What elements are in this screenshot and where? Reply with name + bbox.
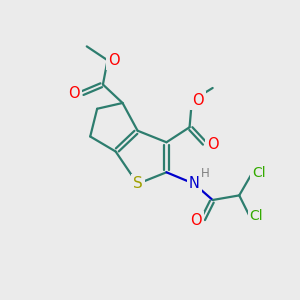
Text: S: S (133, 176, 142, 191)
Text: O: O (108, 53, 120, 68)
Text: N: N (189, 176, 200, 191)
Text: O: O (207, 137, 218, 152)
Text: O: O (193, 93, 204, 108)
Text: H: H (201, 167, 210, 180)
Text: O: O (68, 86, 80, 101)
Text: O: O (190, 213, 202, 228)
Text: Cl: Cl (252, 167, 266, 180)
Text: Cl: Cl (250, 209, 263, 223)
